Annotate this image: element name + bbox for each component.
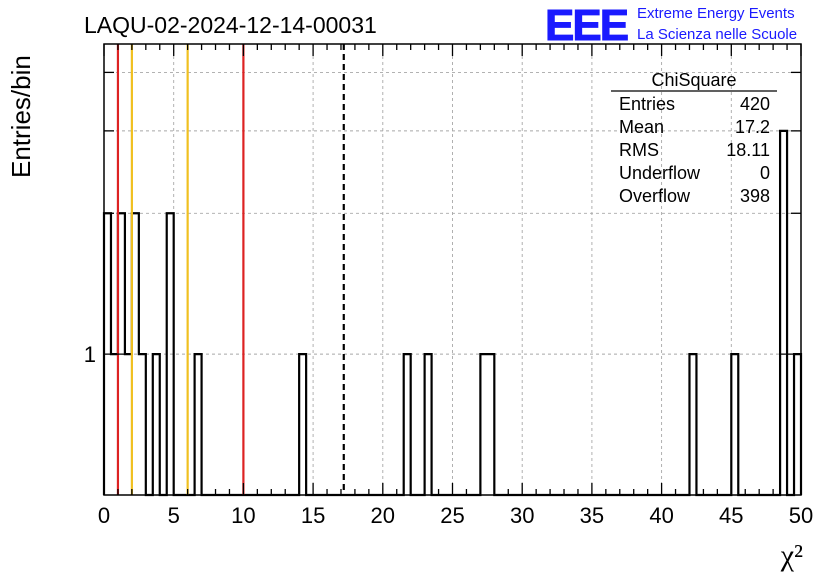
stats-value: 398 [740, 186, 770, 206]
stats-value: 18.11 [726, 140, 770, 160]
x-tick-label: 25 [440, 503, 464, 528]
logo-line-1: Extreme Energy Events [637, 5, 795, 22]
stats-value: 17.2 [735, 117, 770, 137]
x-tick-label: 40 [649, 503, 673, 528]
x-axis-label: χ² [780, 539, 803, 572]
marker-lines [116, 44, 345, 495]
y-tick-label: 1 [84, 342, 96, 367]
stats-title: ChiSquare [651, 70, 736, 90]
x-tick-label: 15 [301, 503, 325, 528]
tick-labels: 0 5 10 15 20 25 30 35 40 45 50 1 [84, 342, 813, 528]
logo-line-2: La Scienza nelle Scuole [637, 26, 797, 43]
eee-logo: EEE [545, 1, 628, 50]
axes [103, 43, 802, 496]
grid [104, 44, 801, 495]
x-tick-label: 30 [510, 503, 534, 528]
x-tick-label: 50 [789, 503, 813, 528]
y-axis-label: Entries/bin [6, 55, 36, 178]
stats-box: ChiSquare Entries 420 Mean 17.2 RMS 18.11 Unde… [611, 70, 777, 206]
x-tick-label: 35 [580, 503, 604, 528]
x-tick-label: 0 [98, 503, 110, 528]
stats-label: RMS [619, 140, 659, 160]
stats-value: 0 [760, 163, 770, 183]
x-tick-label: 45 [719, 503, 743, 528]
chart-title: LAQU-02-2024-12-14-00031 [84, 12, 377, 38]
stats-value: 420 [740, 94, 770, 114]
x-tick-label: 5 [168, 503, 180, 528]
x-tick-label: 20 [371, 503, 395, 528]
stats-label: Overflow [619, 186, 691, 206]
stats-label: Mean [619, 117, 664, 137]
x-tick-label: 10 [231, 503, 255, 528]
stats-label: Entries [619, 94, 675, 114]
stats-label: Underflow [619, 163, 701, 183]
